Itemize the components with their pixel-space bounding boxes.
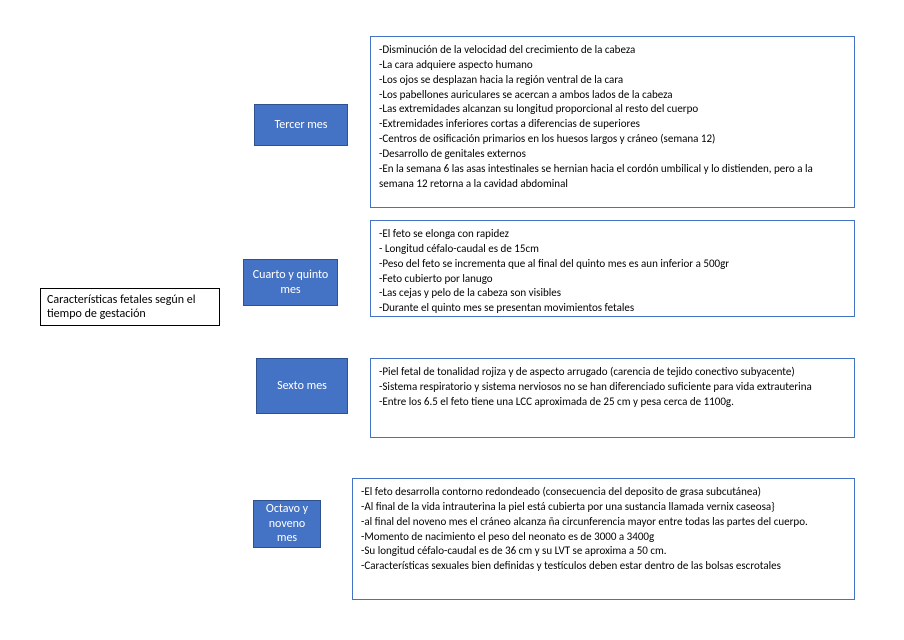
diagram-canvas: Características fetales según el tiempo … bbox=[0, 0, 904, 640]
desc-line: -Extremidades inferiores cortas a difere… bbox=[379, 117, 846, 132]
desc-line: -Características sexuales bien definidas… bbox=[361, 559, 846, 574]
desc-line: -Piel fetal de tonalidad rojiza y de asp… bbox=[379, 365, 846, 380]
month-box-m3: Tercer mes bbox=[254, 104, 348, 146]
desc-line: -Al final de la vida intrauterina la pie… bbox=[361, 500, 846, 515]
desc-box-m89: -El feto desarrolla contorno redondeado … bbox=[352, 478, 855, 600]
desc-box-m6: -Piel fetal de tonalidad rojiza y de asp… bbox=[370, 358, 855, 438]
desc-line: -Sistema respiratorio y sistema nervioso… bbox=[379, 380, 846, 395]
desc-line: -Las extremidades alcanzan su longitud p… bbox=[379, 102, 846, 117]
desc-line: -Momento de nacimiento el peso del neona… bbox=[361, 530, 846, 545]
month-label-m89: Octavo y noveno mes bbox=[258, 502, 316, 545]
month-box-m45: Cuarto y quinto mes bbox=[243, 259, 338, 306]
desc-line: -Peso del feto se incrementa que al fina… bbox=[379, 257, 846, 272]
desc-line: -Su longitud céfalo-caudal es de 36 cm y… bbox=[361, 544, 846, 559]
desc-line: -Disminución de la velocidad del crecimi… bbox=[379, 43, 846, 58]
desc-line: -La cara adquiere aspecto humano bbox=[379, 58, 846, 73]
desc-line: -Durante el quinto mes se presentan movi… bbox=[379, 301, 846, 316]
month-label-m3: Tercer mes bbox=[275, 118, 328, 132]
desc-box-m3: -Disminución de la velocidad del crecimi… bbox=[370, 36, 855, 208]
desc-line: -Los ojos se desplazan hacia la región v… bbox=[379, 73, 846, 88]
desc-line: -Los pabellones auriculares se acercan a… bbox=[379, 88, 846, 103]
desc-line: -Feto cubierto por lanugo bbox=[379, 272, 846, 287]
month-box-m89: Octavo y noveno mes bbox=[253, 500, 321, 548]
desc-line: -En la semana 6 las asas intestinales se… bbox=[379, 162, 846, 192]
desc-line: -Centros de osificación primarios en los… bbox=[379, 132, 846, 147]
desc-box-m45: -El feto se elonga con rapidez- Longitud… bbox=[370, 220, 855, 317]
desc-line: -Las cejas y pelo de la cabeza son visib… bbox=[379, 286, 846, 301]
desc-line: -al final del noveno mes el cráneo alcan… bbox=[361, 515, 846, 530]
month-box-m6: Sexto mes bbox=[256, 358, 348, 414]
month-label-m45: Cuarto y quinto mes bbox=[248, 268, 333, 297]
root-label: Características fetales según el tiempo … bbox=[47, 293, 213, 322]
desc-line: - Longitud céfalo-caudal es de 15cm bbox=[379, 242, 846, 257]
desc-line: -Entre los 6.5 el feto tiene una LCC apr… bbox=[379, 395, 846, 410]
month-label-m6: Sexto mes bbox=[277, 379, 327, 393]
desc-line: -Desarrollo de genitales externos bbox=[379, 147, 846, 162]
desc-line: -El feto se elonga con rapidez bbox=[379, 227, 846, 242]
desc-line: -El feto desarrolla contorno redondeado … bbox=[361, 485, 846, 500]
root-box: Características fetales según el tiempo … bbox=[40, 288, 220, 326]
